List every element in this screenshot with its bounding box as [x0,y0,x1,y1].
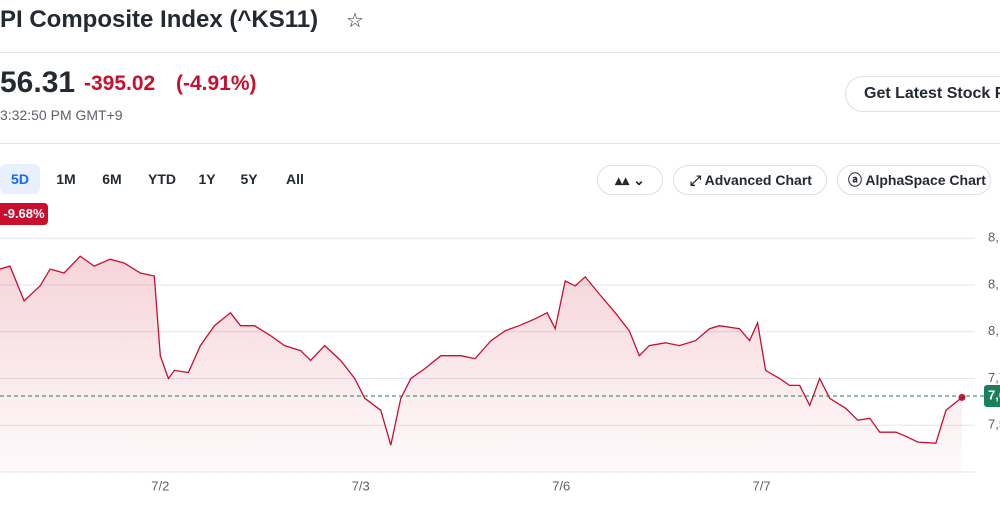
y-tick-label: 8, [988,276,999,291]
last-point [958,393,966,401]
range-tab[interactable]: 6M [102,171,122,187]
current-price-label: 7,6 [988,387,1000,402]
price: 56.31 [0,66,76,99]
range-tab[interactable]: 5D [0,164,40,194]
price-change-percent: (-4.91%) [176,72,257,95]
timestamp: 3:32:50 PM GMT+9 [0,107,123,123]
page-title: PI Composite Index (^KS11) [0,6,319,33]
y-tick-label: 7,5 [988,417,1000,432]
range-tab[interactable]: YTD [148,171,176,187]
x-tick-label: 7/6 [552,478,570,493]
alphaspace-chart-button[interactable]: ⓐ AlphaSpace Chart [837,165,991,195]
price-change: -395.02 [84,72,156,95]
price-line [0,255,963,446]
range-tab[interactable]: All [286,171,304,187]
x-tick-label: 7/3 [352,478,370,493]
divider [0,52,1000,53]
button-label: Advanced Chart [704,172,812,188]
watchlist-star[interactable]: ☆ [346,10,364,32]
area [0,256,962,472]
range-tab[interactable]: 5Y [240,171,258,187]
chart-type-dropdown[interactable]: ▴▴ ⌄ [597,165,663,195]
cta-button[interactable]: Get Latest Stock P [845,76,1000,112]
divider [0,143,1000,144]
y-tick-label: 8, [988,323,999,338]
y-tick-label: 8, [988,230,999,245]
y-tick-label: 7,7 [988,370,1000,385]
x-tick-label: 7/7 [753,478,771,493]
icon: ⓐ [848,172,866,188]
advanced-chart-button[interactable]: ⤢ Advanced Chart [673,165,827,195]
icon: ⤢ [690,172,705,188]
range-tab[interactable]: 1Y [198,171,216,187]
period-change-badge: -9.68% [0,203,48,225]
x-tick-label: 7/2 [151,478,169,493]
range-tab[interactable]: 1M [56,171,76,187]
button-label: AlphaSpace Chart [865,172,986,188]
current-price-tag [984,385,1000,408]
